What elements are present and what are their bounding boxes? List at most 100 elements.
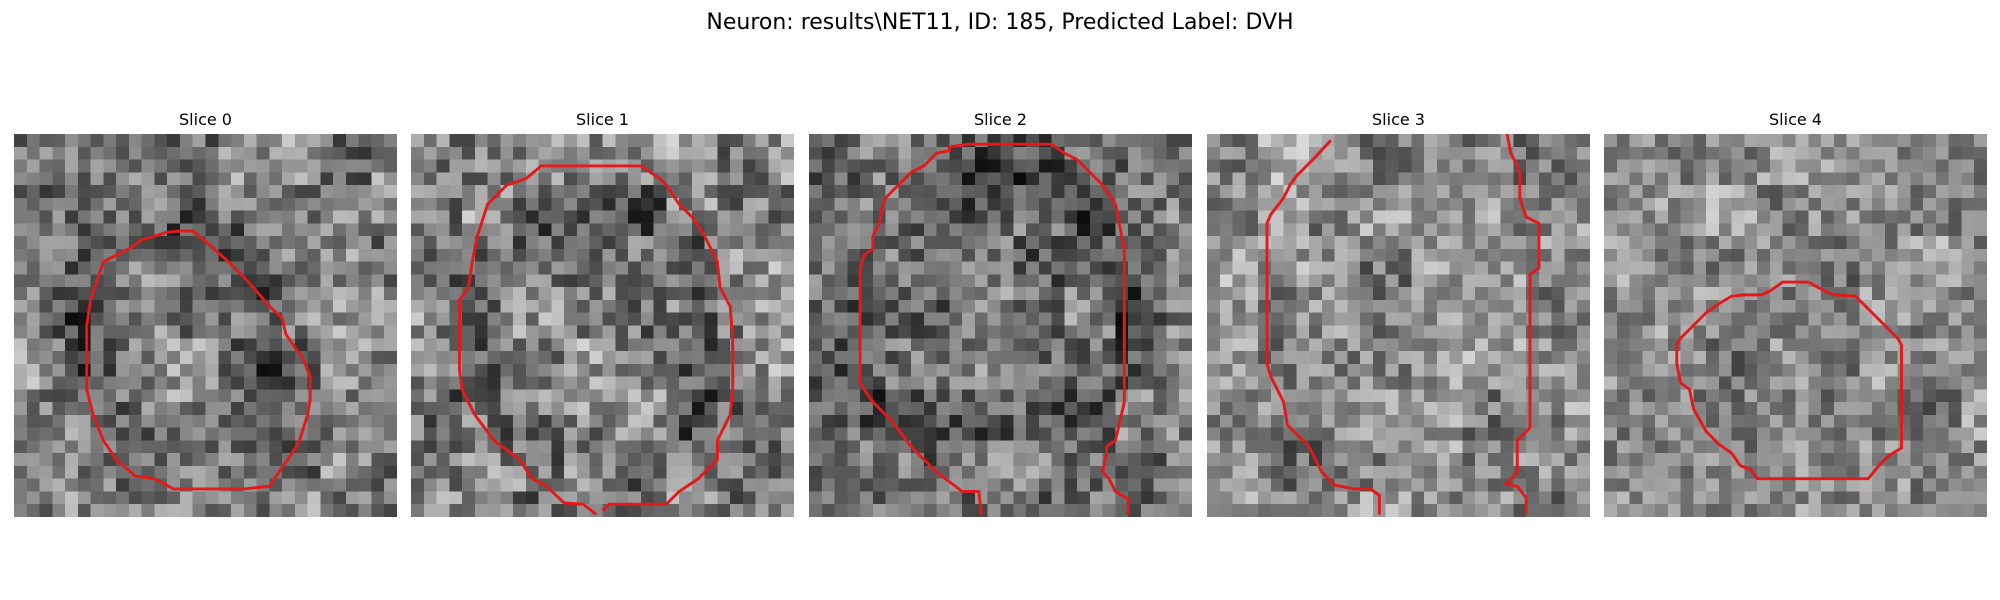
pixel [704,440,718,454]
pixel [294,159,308,173]
pixel [269,440,283,454]
pixel [525,185,539,199]
pixel [730,197,744,211]
pixel [474,389,488,403]
pixel [218,325,232,339]
pixel [730,504,744,517]
pixel [1013,159,1027,173]
pixel [666,236,680,250]
pixel [1207,440,1221,454]
pixel [345,159,359,173]
pixel [1038,274,1052,288]
pixel [1910,185,1924,199]
pixel [1795,453,1809,467]
pixel [1013,197,1027,211]
pixel [423,299,437,313]
pixel [538,248,552,262]
pixel [1000,248,1014,262]
pixel [1795,440,1809,454]
pixel [52,351,66,365]
pixel [1897,185,1911,199]
pixel [345,427,359,441]
pixel [1166,274,1180,288]
pixel [898,351,912,365]
pixel [1884,248,1898,262]
pixel [411,146,425,160]
pixel [243,363,257,377]
pixel [1808,185,1822,199]
pixel [333,146,347,160]
pixel [1642,453,1656,467]
pixel [26,504,40,517]
pixel [1757,299,1771,313]
pixel [1475,453,1489,467]
pixel [1769,223,1783,237]
pixel [821,363,835,377]
pixel [1424,197,1438,211]
pixel [1347,338,1361,352]
pixel [345,146,359,160]
pixel [936,338,950,352]
pixel [730,402,744,416]
pixel [1296,465,1310,479]
pixel [755,427,769,441]
pixel [755,172,769,186]
pixel [666,134,680,148]
pixel [1500,440,1514,454]
pixel [358,414,372,428]
pixel [1089,504,1103,517]
pixel [1449,134,1463,148]
pixel [768,465,782,479]
pixel [1372,261,1386,275]
pixel [1948,363,1962,377]
pixel [1872,223,1886,237]
pixel [755,465,769,479]
pixel [538,274,552,288]
pixel [1513,427,1527,441]
pixel [1232,402,1246,416]
pixel [1564,465,1578,479]
pixel [1487,453,1501,467]
pixel [551,236,565,250]
pixel [730,299,744,313]
pixel [141,172,155,186]
pixel [77,185,91,199]
pixel [576,236,590,250]
pixel [755,185,769,199]
pixel [1153,248,1167,262]
pixel [116,312,130,326]
pixel [65,274,79,288]
pixel [1782,287,1796,301]
pixel [1551,453,1565,467]
pixel [474,134,488,148]
pixel [1283,478,1297,492]
pixel [1935,478,1949,492]
pixel [320,351,334,365]
pixel [987,325,1001,339]
pixel [231,338,245,352]
pixel [834,299,848,313]
pixel [1667,389,1681,403]
pixel [1270,338,1284,352]
pixel [1487,414,1501,428]
pixel [1219,478,1233,492]
pixel [1551,338,1565,352]
pixel [320,402,334,416]
pixel [1140,210,1154,224]
pixel [1347,389,1361,403]
pixel [936,223,950,237]
pixel [1077,402,1091,416]
pixel [1795,389,1809,403]
pixel [320,210,334,224]
pixel [1910,491,1924,505]
pixel [885,299,899,313]
pixel [1258,146,1272,160]
pixel [167,210,181,224]
pixel [1245,248,1259,262]
pixel [243,261,257,275]
pixel [551,146,565,160]
pixel [885,146,899,160]
pixel [1538,274,1552,288]
pixel [1207,338,1221,352]
pixel [1013,299,1027,313]
